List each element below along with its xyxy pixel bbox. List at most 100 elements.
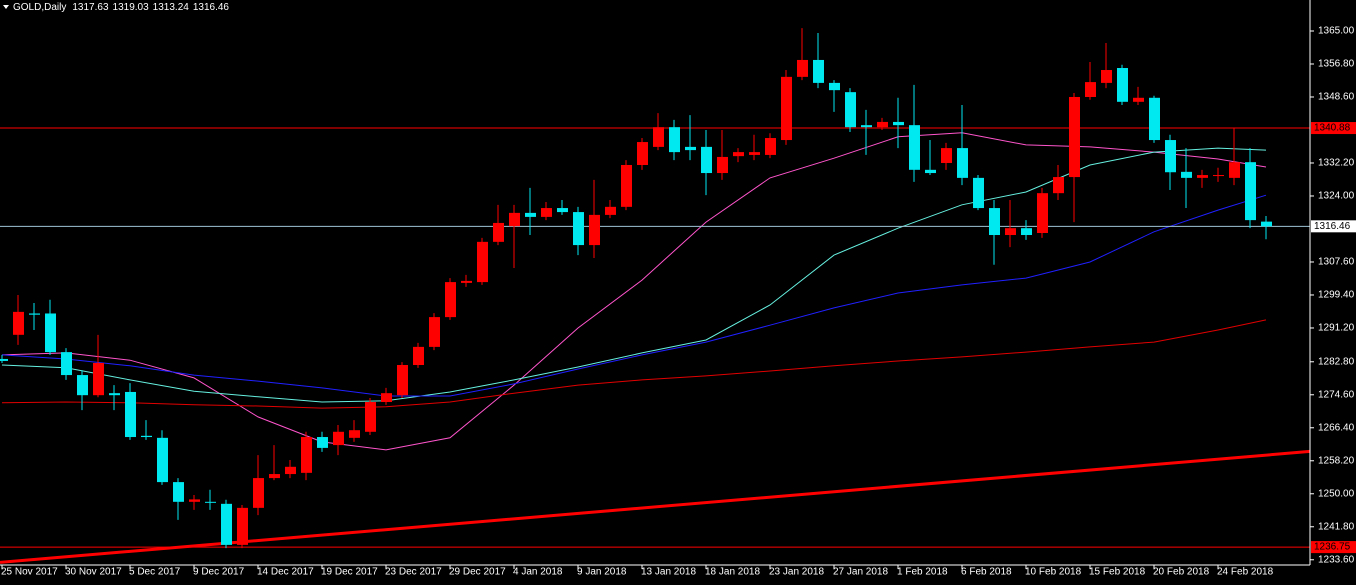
candle-body xyxy=(733,152,744,157)
y-tick-label: 1307.60 xyxy=(1318,257,1355,268)
candle-body xyxy=(477,241,488,283)
candle-body xyxy=(1101,70,1112,83)
moving-average xyxy=(1,319,1267,409)
x-tick-label: 25 Nov 2017 xyxy=(1,567,58,578)
price-tag xyxy=(1311,541,1356,554)
y-tick-label: 1241.80 xyxy=(1318,521,1355,532)
y-tick-label: 1356.80 xyxy=(1318,59,1355,70)
y-tick-label: 1250.00 xyxy=(1318,488,1355,499)
candle-body xyxy=(1197,175,1208,178)
candle-body xyxy=(877,121,888,128)
candle-body xyxy=(1149,97,1160,141)
candle-body xyxy=(333,431,344,446)
candle-body xyxy=(941,148,952,163)
candle-body xyxy=(685,146,696,151)
candle-body xyxy=(1213,175,1224,177)
candle-body xyxy=(141,435,152,438)
candle-body xyxy=(973,177,984,209)
candle-body xyxy=(1117,68,1128,102)
candle-body xyxy=(1085,82,1096,97)
high-value: 1319.03 xyxy=(113,2,150,13)
candle-body xyxy=(541,208,552,217)
candle-body xyxy=(173,482,184,502)
candle-body xyxy=(93,362,104,396)
menu-icon[interactable] xyxy=(3,5,9,9)
candle-body xyxy=(493,222,504,242)
candle-body xyxy=(1181,171,1192,178)
x-tick-label: 6 Feb 2018 xyxy=(961,567,1012,578)
candle-body xyxy=(61,352,72,376)
candle-body xyxy=(813,59,824,83)
x-tick-label: 24 Feb 2018 xyxy=(1217,567,1274,578)
candle-body xyxy=(1053,177,1064,194)
x-tick-label: 18 Jan 2018 xyxy=(705,567,760,578)
candle-body xyxy=(989,208,1000,236)
y-tick-label: 1266.40 xyxy=(1318,422,1355,433)
candle-body xyxy=(221,503,232,545)
candle-body xyxy=(525,212,536,217)
y-tick-label: 1332.20 xyxy=(1318,158,1355,169)
low-value: 1313.24 xyxy=(153,2,190,13)
candle-body xyxy=(1021,228,1032,236)
candle-body xyxy=(909,125,920,170)
y-tick-label: 1365.00 xyxy=(1318,26,1355,37)
candle-body xyxy=(957,148,968,178)
candle-body xyxy=(1133,97,1144,102)
candle-body xyxy=(701,146,712,174)
candle-body xyxy=(237,507,248,545)
bid-tag xyxy=(1311,220,1356,233)
candle-body xyxy=(13,311,24,335)
y-tick-label: 1348.60 xyxy=(1318,92,1355,103)
candle-body xyxy=(605,206,616,215)
x-tick-label: 20 Feb 2018 xyxy=(1153,567,1210,578)
candle-body xyxy=(861,125,872,128)
y-tick-label: 1258.20 xyxy=(1318,455,1355,466)
candle-body xyxy=(509,212,520,227)
candle-body xyxy=(557,208,568,213)
x-tick-label: 9 Jan 2018 xyxy=(577,567,627,578)
candle-body xyxy=(893,121,904,126)
candle-body xyxy=(285,466,296,475)
candle-body xyxy=(413,346,424,365)
x-tick-label: 4 Jan 2018 xyxy=(513,567,563,578)
candle-body xyxy=(301,437,312,473)
trendline xyxy=(0,449,1311,564)
x-tick-label: 1 Feb 2018 xyxy=(897,567,948,578)
x-tick-label: 13 Jan 2018 xyxy=(641,567,696,578)
candle-body xyxy=(1069,96,1080,178)
candle-body xyxy=(29,313,40,315)
x-tick-label: 5 Dec 2017 xyxy=(129,567,181,578)
x-tick-label: 14 Dec 2017 xyxy=(257,567,314,578)
price-tag-label: 1236.75 xyxy=(1314,542,1351,553)
candle-body xyxy=(45,313,56,353)
x-tick-label: 19 Dec 2017 xyxy=(321,567,378,578)
y-tick-label: 1291.20 xyxy=(1318,323,1355,334)
candle-body xyxy=(429,317,440,347)
candle-body xyxy=(461,280,472,283)
candle-body xyxy=(1261,221,1272,227)
candle-body xyxy=(77,375,88,396)
symbol-title: GOLD,Daily xyxy=(13,2,66,13)
candle-body xyxy=(317,437,328,448)
candle-body xyxy=(781,76,792,141)
candle-body xyxy=(573,212,584,246)
candle-body xyxy=(381,393,392,403)
candle-body xyxy=(653,127,664,147)
moving-average xyxy=(1,132,1267,451)
y-tick-label: 1324.00 xyxy=(1318,191,1355,202)
candle-body xyxy=(637,142,648,165)
candle-body xyxy=(349,430,360,438)
candle-body xyxy=(157,437,168,483)
open-value: 1317.63 xyxy=(72,2,109,13)
candle-body xyxy=(797,59,808,77)
bid-tag-label: 1316.46 xyxy=(1314,221,1351,232)
price-tag xyxy=(1311,122,1356,135)
candle-body xyxy=(829,82,840,91)
candle-body xyxy=(1245,162,1256,221)
candle-body xyxy=(109,393,120,396)
x-tick-label: 15 Feb 2018 xyxy=(1089,567,1146,578)
candle-body xyxy=(253,478,264,508)
candle-body xyxy=(0,358,8,361)
x-tick-label: 10 Feb 2018 xyxy=(1025,567,1082,578)
candle-body xyxy=(717,156,728,174)
